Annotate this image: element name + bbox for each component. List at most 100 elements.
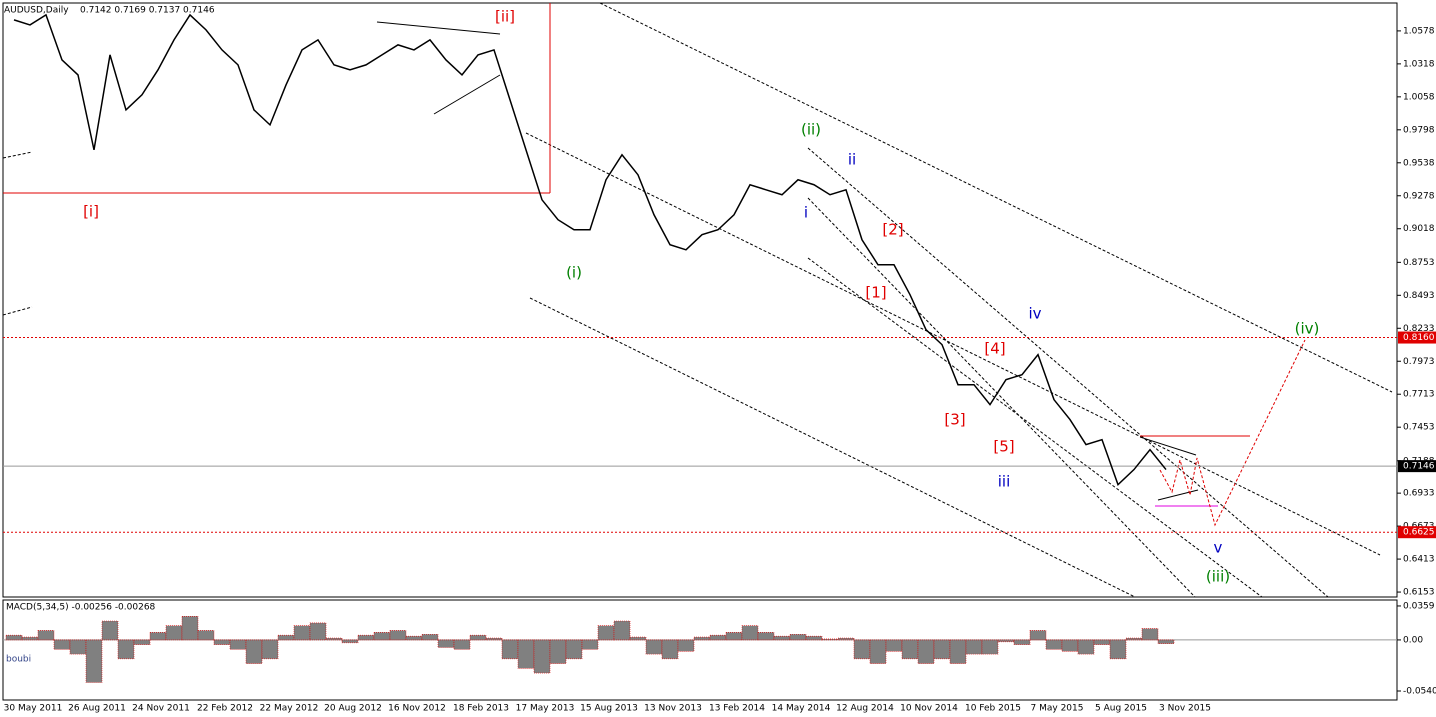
wave-label: i: [804, 204, 808, 222]
y-tick-label: 0.6933: [1403, 489, 1435, 499]
macd-bar: [1029, 630, 1047, 641]
macd-bar: [501, 639, 519, 660]
wave-label: [2]: [882, 221, 903, 239]
y-tick-label: 0.7713: [1403, 390, 1435, 400]
x-tick-label: 13 Nov 2013: [644, 704, 702, 714]
x-tick-label: 30 May 2011: [4, 704, 63, 714]
x-tick-label: 24 Nov 2011: [132, 704, 190, 714]
macd-bar: [1061, 639, 1079, 652]
x-tick-label: 5 Aug 2015: [1095, 704, 1147, 714]
macd-bar: [693, 636, 711, 641]
macd-bar: [245, 639, 263, 664]
x-tick-label: 14 May 2014: [772, 704, 831, 714]
macd-bar: [853, 639, 871, 660]
macd-bar: [373, 632, 391, 641]
macd-bar: [213, 639, 231, 645]
macd-bar: [629, 636, 647, 641]
macd-bar: [293, 625, 311, 641]
wave-label: [5]: [993, 438, 1014, 456]
macd-bar: [933, 639, 951, 660]
macd-bar: [997, 639, 1015, 643]
y-tick-label: 1.0578: [1403, 26, 1435, 36]
macd-bar: [101, 620, 119, 641]
macd-bar: [1141, 628, 1159, 641]
y-tick-label: 0.9278: [1403, 191, 1435, 201]
wave-label: [i]: [83, 203, 99, 221]
macd-title: MACD(5,34,5) -0.00256 -0.00268: [6, 603, 156, 613]
macd-bar: [21, 636, 39, 641]
macd-bar: [357, 634, 375, 641]
x-tick-label: 3 Nov 2015: [1159, 704, 1211, 714]
y-tick-label: 0.8753: [1403, 258, 1435, 268]
macd-bar: [1109, 639, 1127, 660]
level-box: [1398, 526, 1436, 539]
y-tick-label: 0.6413: [1403, 555, 1435, 565]
macd-bar: [1093, 639, 1111, 645]
macd-bar: [1157, 639, 1175, 645]
macd-bar: [69, 639, 87, 655]
macd-bar: [773, 635, 791, 641]
y-tick-label: 0.9798: [1403, 125, 1435, 135]
symbol: AUDUSD,Daily: [4, 6, 69, 16]
macd-bar: [437, 639, 455, 648]
y-tick-label: 0.7973: [1403, 357, 1435, 367]
macd-bar: [885, 639, 903, 652]
macd-bar: [869, 639, 887, 664]
macd-bar: [677, 639, 695, 652]
macd-bar: [341, 639, 359, 644]
macd-bar: [469, 634, 487, 641]
x-tick-label: 20 Aug 2012: [324, 704, 382, 714]
macd-bar: [549, 639, 567, 664]
macd-bar: [789, 633, 807, 641]
macd-bar: [229, 639, 247, 650]
macd-bar: [725, 632, 743, 641]
macd-bar: [53, 639, 71, 650]
macd-bar: [645, 639, 663, 655]
y-tick-label: 0.9018: [1403, 224, 1435, 234]
macd-bar: [325, 637, 343, 641]
macd-bar: [37, 630, 55, 641]
y-tick-label: 1.0318: [1403, 59, 1435, 69]
macd-label: boubi: [6, 655, 31, 665]
macd-bar: [613, 620, 631, 641]
x-tick-label: 18 Feb 2013: [453, 704, 509, 714]
macd-bar: [981, 639, 999, 655]
macd-bar: [421, 633, 439, 641]
wave-label: [4]: [984, 340, 1005, 358]
wave-label: ii: [848, 151, 856, 169]
macd-bar: [1077, 639, 1095, 655]
macd-bar: [133, 639, 151, 645]
wave-label: iii: [998, 473, 1011, 491]
x-tick-label: 16 Nov 2012: [388, 704, 446, 714]
wave-label: v: [1214, 539, 1223, 557]
macd-bar: [581, 639, 599, 650]
macd-bar: [949, 639, 967, 664]
wave-label: [1]: [865, 284, 886, 302]
macd-bar: [757, 632, 775, 641]
macd-bar: [565, 639, 583, 660]
macd-bar: [901, 639, 919, 660]
wave-label: iv: [1028, 305, 1041, 323]
x-tick-label: 15 Aug 2013: [580, 704, 638, 714]
x-tick-label: 10 Nov 2014: [900, 704, 958, 714]
macd-bar: [837, 637, 855, 641]
y-tick-label: 0.9538: [1403, 158, 1435, 168]
macd-bar: [517, 639, 535, 669]
macd-bar: [709, 634, 727, 641]
x-tick-label: 22 May 2012: [260, 704, 319, 714]
macd-bar: [1125, 637, 1143, 641]
macd-bar: [917, 639, 935, 664]
y-tick-label: 0.6153: [1403, 588, 1435, 598]
level-box: [1398, 460, 1436, 473]
macd-bar: [309, 622, 327, 641]
level-label: 0.8160: [1403, 333, 1435, 343]
macd-pane: [2, 599, 1398, 701]
x-tick-label: 13 Feb 2014: [709, 704, 765, 714]
macd-bar: [1045, 639, 1063, 650]
x-tick-label: 10 Feb 2015: [965, 704, 1021, 714]
wave-label: (iii): [1206, 568, 1230, 586]
macd-bar: [965, 639, 983, 655]
macd-bar: [821, 638, 839, 641]
macd-bar: [389, 630, 407, 641]
